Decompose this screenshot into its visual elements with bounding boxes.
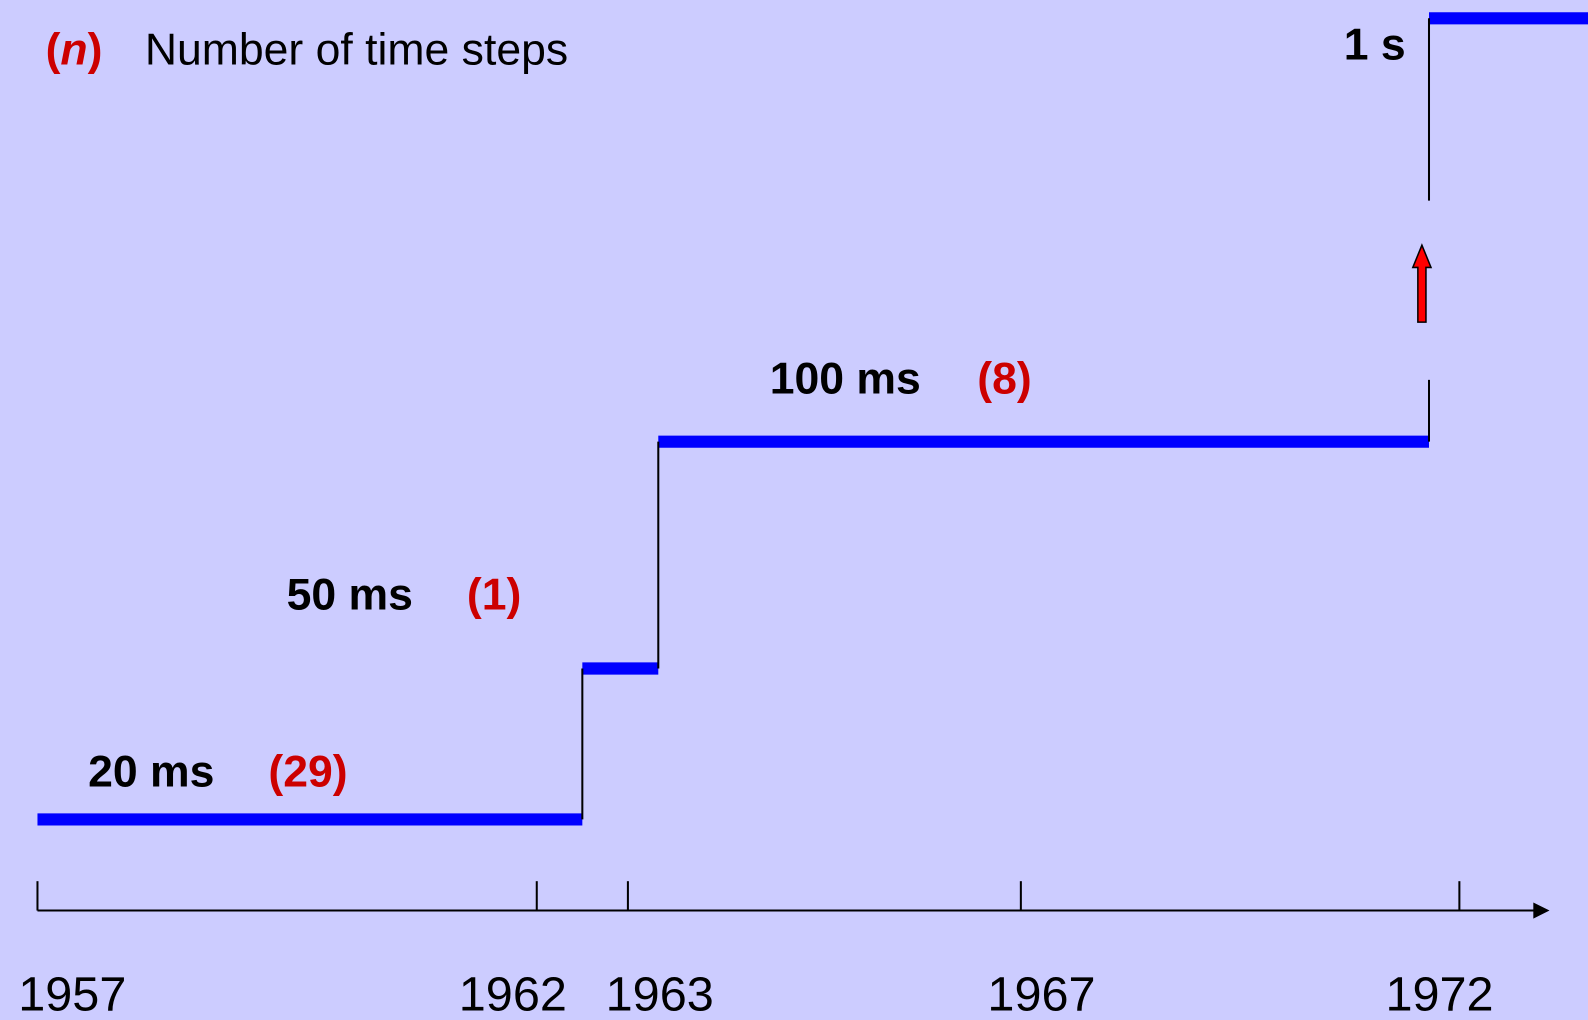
step-count: (29)	[268, 748, 347, 797]
step-count: (1)	[467, 570, 521, 619]
year-label: 1962	[459, 967, 567, 1020]
legend-open: (	[46, 26, 61, 75]
legend-text: Number of time steps	[145, 26, 568, 75]
legend-n: n	[60, 26, 87, 75]
year-label: 1957	[18, 967, 126, 1020]
year-label: 1967	[987, 967, 1095, 1020]
year-label: 1972	[1385, 967, 1493, 1020]
axis-arrow	[1533, 902, 1550, 919]
step-label: 100 ms	[770, 355, 921, 404]
arrow	[1411, 243, 1433, 323]
step-count: (8)	[977, 355, 1031, 404]
step-label: 50 ms	[287, 570, 413, 619]
step-label: 1 s	[1344, 20, 1406, 69]
legend: (n)	[46, 26, 103, 75]
step-label: 20 ms	[88, 748, 214, 797]
legend-close: )	[88, 26, 103, 75]
year-label: 1963	[606, 967, 714, 1020]
